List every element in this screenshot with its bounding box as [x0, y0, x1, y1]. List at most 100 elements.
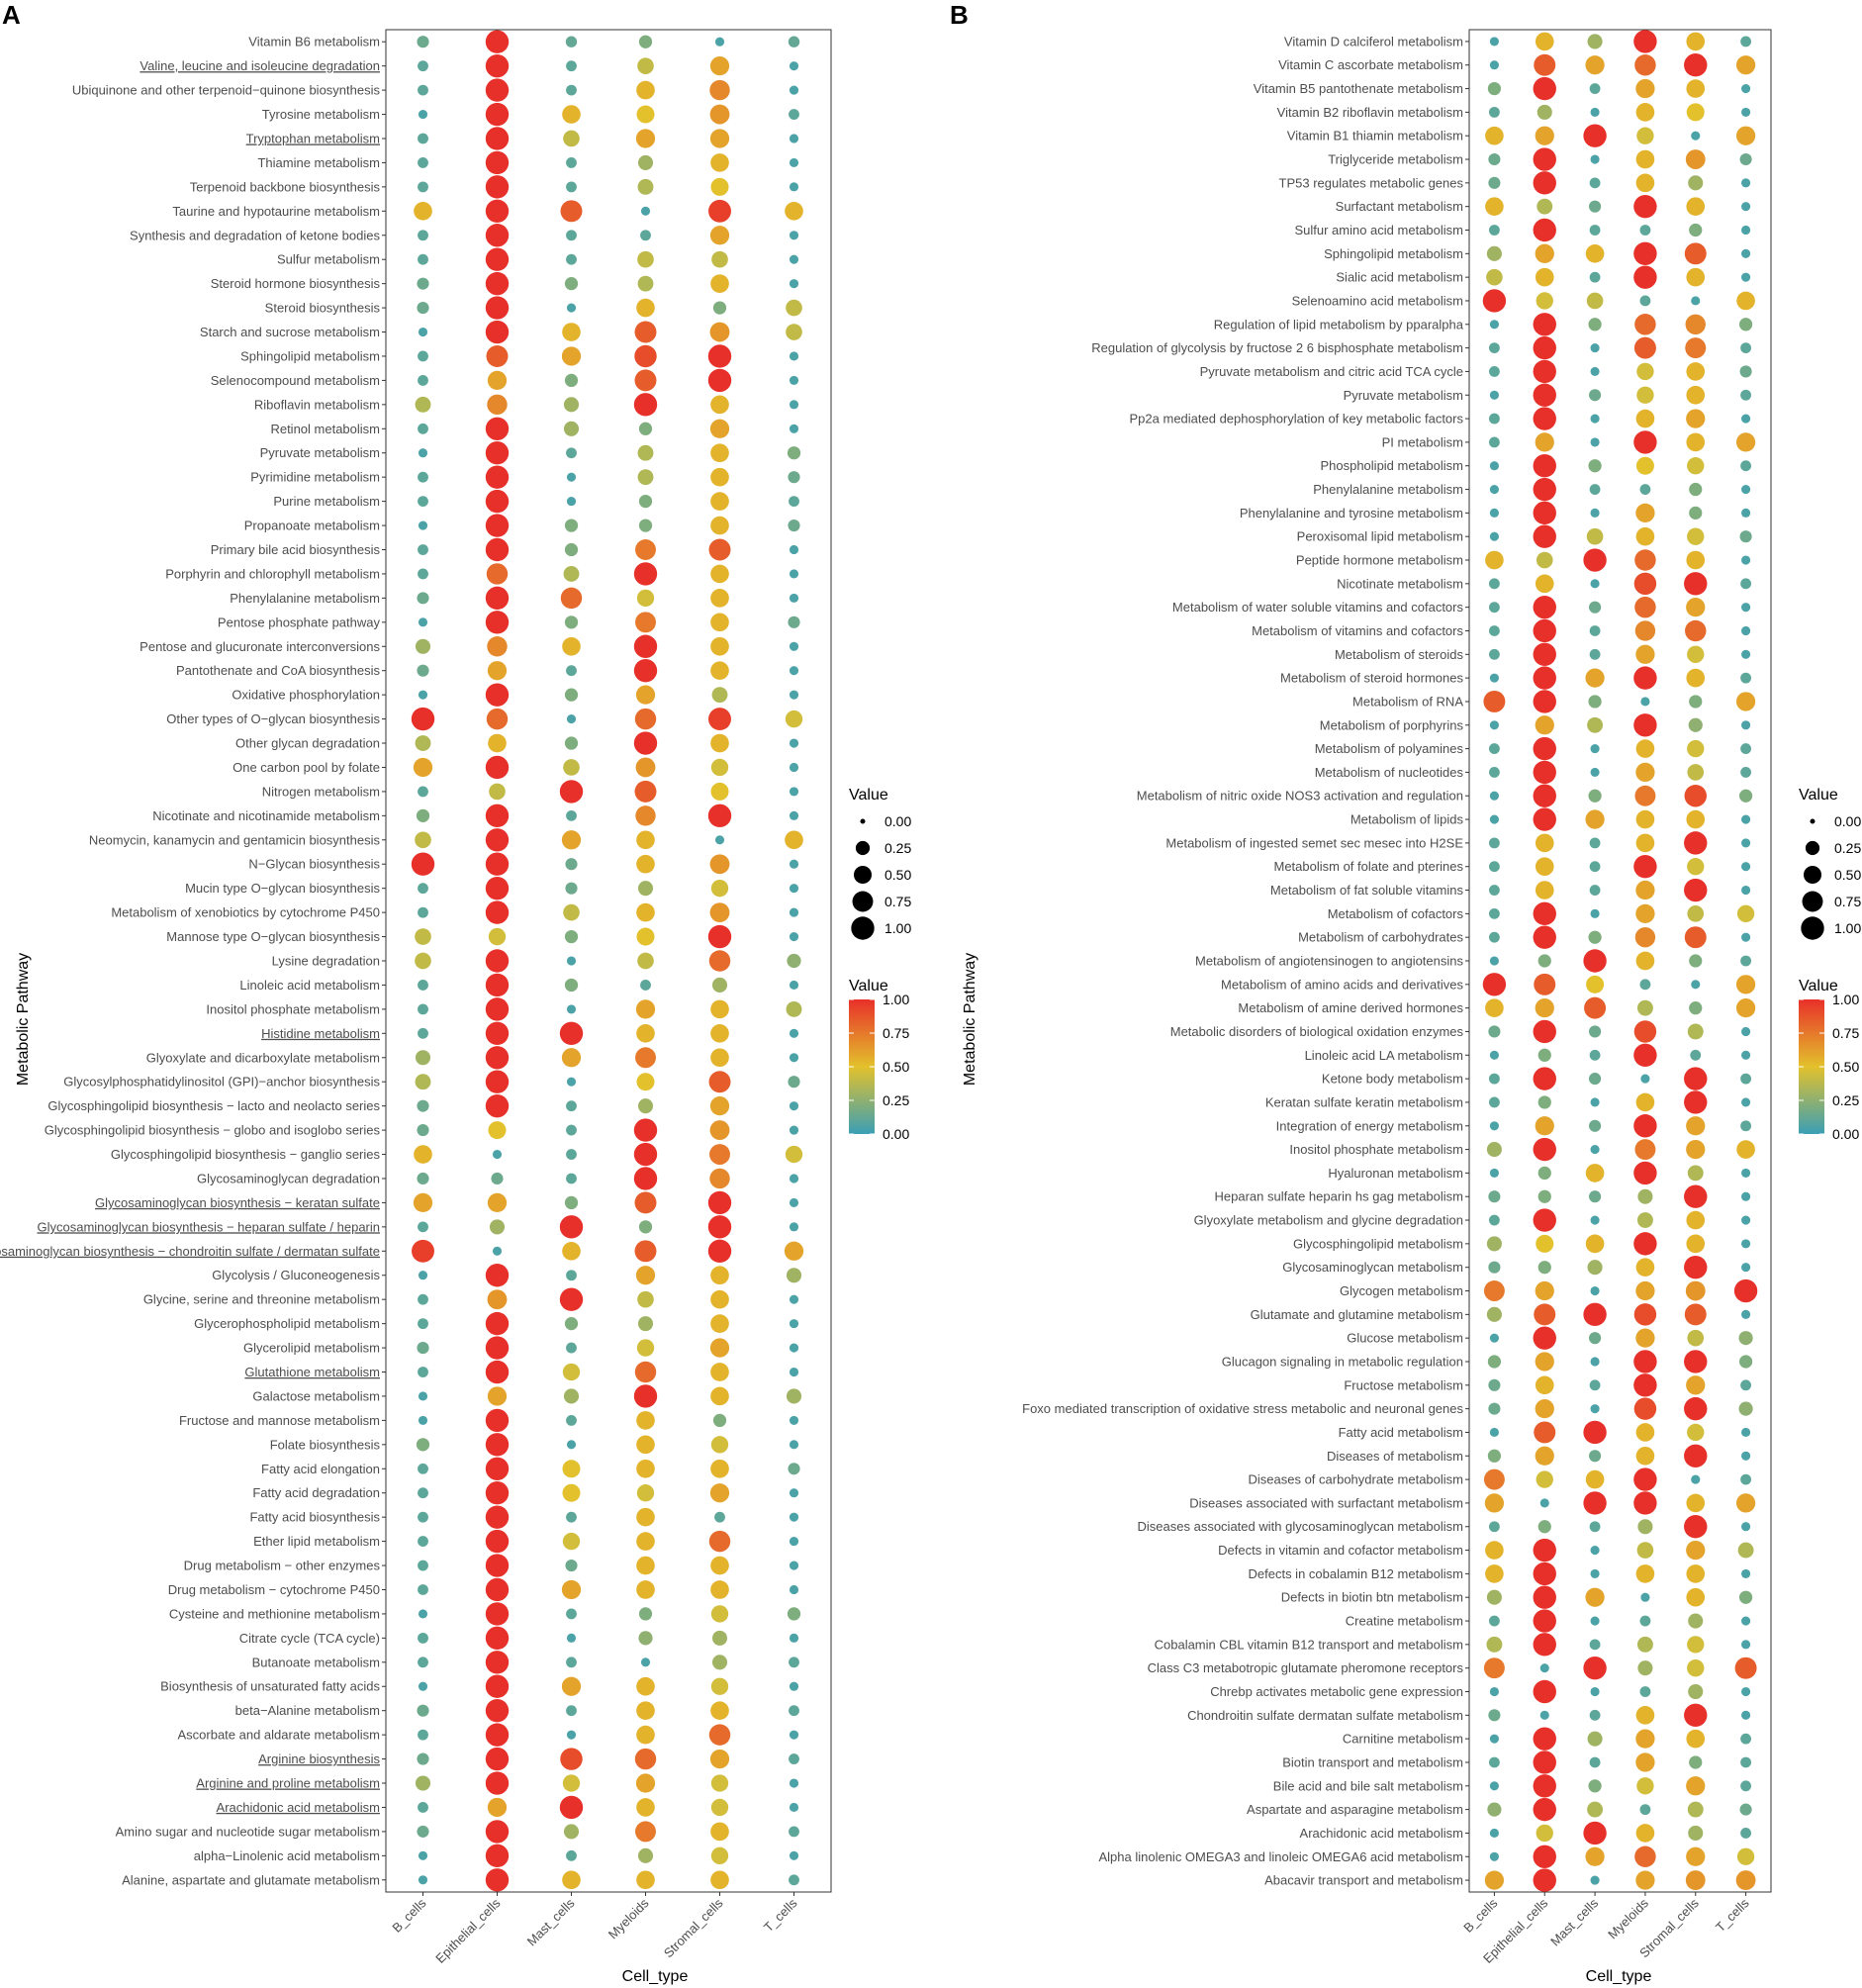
- dot-arachidonic-acid-metabolism-epithelial-cells: [1536, 1824, 1553, 1843]
- dot-aspartate-and-asparagine-metabolism-myeloids: [1639, 1804, 1651, 1816]
- dot-regulation-of-glycolysis-by-fructose-2-6-bisphosphate-metabolism-myeloids: [1633, 336, 1656, 359]
- dot-metabolism-of-fat-soluble-vitamins-mast-cells: [1589, 885, 1601, 896]
- dot-glyoxylate-metabolism-and-glycine-degradation-myeloids: [1636, 1212, 1653, 1228]
- dot-lysine-degradation-myeloids: [637, 952, 654, 970]
- dot-defects-in-biotin-btn-metabolism-stromal-cells: [1686, 1587, 1706, 1607]
- dot-metabolic-disorders-of-biological-oxidation-enzymes-epithelial-cells: [1533, 1019, 1556, 1044]
- dot-hyaluronan-metabolism-t-cells: [1741, 1168, 1751, 1178]
- dot-glyoxylate-and-dicarboxylate-metabolism-myeloids: [635, 1047, 656, 1069]
- dot-drug-metabolism-cytochrome-p450-myeloids: [636, 1580, 655, 1599]
- dot-primary-bile-acid-biosynthesis-b-cells: [418, 544, 428, 555]
- y-tick-label-diseases-associated-with-surfactant-metabolism: Diseases associated with surfactant meta…: [1189, 1495, 1463, 1510]
- dot-metabolism-of-amino-acids-and-derivatives-b-cells: [1482, 973, 1507, 996]
- y-tick-label-glycine-serine-and-threonine-metabolism: Glycine, serine and threonine metabolism: [143, 1292, 380, 1307]
- dot-glycosaminoglycan-degradation-t-cells: [789, 1174, 799, 1183]
- dot-keratan-sulfate-keratin-metabolism-b-cells: [1489, 1096, 1500, 1108]
- panel-b-y-axis-title: Metabolic Pathway: [962, 953, 978, 1086]
- dot-steroid-hormone-biosynthesis-mast-cells: [564, 277, 579, 291]
- dot-glycogen-metabolism-epithelial-cells: [1535, 1280, 1554, 1301]
- dot-diseases-associated-with-surfactant-metabolism-epithelial-cells: [1539, 1498, 1549, 1508]
- dot-arginine-and-proline-metabolism-epithelial-cells: [485, 1771, 510, 1795]
- dot-glycosaminoglycan-biosynthesis-chondroitin-sulfate-dermatan-sulfate-myeloids: [634, 1240, 657, 1263]
- dot-glycosphingolipid-biosynthesis-lacto-and-neolacto-series-epithelial-cells: [485, 1093, 510, 1118]
- dot-sphingolipid-metabolism-epithelial-cells: [1535, 243, 1554, 263]
- dot-pentose-phosphate-pathway-b-cells: [418, 617, 428, 627]
- y-tick-label-heparan-sulfate-heparin-hs-gag-metabolism: Heparan sulfate heparin hs gag metabolis…: [1215, 1189, 1463, 1204]
- y-tick-label-ether-lipid-metabolism: Ether lipid metabolism: [253, 1534, 380, 1549]
- y-tick-label-tryptophan-metabolism: Tryptophan metabolism: [246, 131, 380, 145]
- dot-fatty-acid-biosynthesis-stromal-cells: [714, 1511, 725, 1523]
- dot-phospholipid-metabolism-mast-cells: [1588, 459, 1602, 473]
- dot-butanoate-metabolism-t-cells: [789, 1657, 799, 1668]
- dot-metabolism-of-folate-and-pterines-t-cells: [1741, 862, 1751, 872]
- dot-glucagon-signaling-in-metabolic-regulation-stromal-cells: [1684, 1350, 1708, 1373]
- y-tick-label-glycosphingolipid-metabolism: Glycosphingolipid metabolism: [1293, 1236, 1463, 1251]
- dot-cobalamin-cbl-vitamin-b12-transport-and-metabolism-mast-cells: [1589, 1639, 1601, 1651]
- dot-ubiquinone-and-other-terpenoid-quinone-biosynthesis-epithelial-cells: [485, 78, 510, 102]
- size-legend-title-b: Value: [1799, 787, 1838, 804]
- dot-histidine-metabolism-epithelial-cells: [485, 1021, 510, 1046]
- dot-retinol-metabolism-b-cells: [418, 423, 428, 434]
- y-tick-label-one-carbon-pool-by-folate: One carbon pool by folate: [233, 760, 380, 775]
- dot-steroid-hormone-biosynthesis-epithelial-cells: [485, 271, 510, 296]
- dot-glycosphingolipid-biosynthesis-lacto-and-neolacto-series-b-cells: [417, 1099, 429, 1112]
- dot-metabolism-of-ingested-semet-sec-mesec-into-h2se-myeloids: [1635, 833, 1655, 853]
- dot-metabolism-of-fat-soluble-vitamins-stromal-cells: [1684, 878, 1708, 902]
- dot-galactose-metabolism-epithelial-cells: [487, 1386, 508, 1406]
- dot-metabolism-of-cofactors-mast-cells: [1590, 908, 1600, 918]
- dot-pantothenate-and-coa-biosynthesis-myeloids: [633, 659, 658, 683]
- y-tick-label-butanoate-metabolism: Butanoate metabolism: [252, 1655, 380, 1669]
- dot-fatty-acid-degradation-epithelial-cells: [485, 1481, 510, 1505]
- dot-fructose-metabolism-mast-cells: [1589, 1379, 1601, 1391]
- dot-pyrimidine-metabolism-b-cells: [418, 471, 428, 483]
- dot-bile-acid-and-bile-salt-metabolism-epithelial-cells: [1533, 1774, 1556, 1798]
- dot-fatty-acid-metabolism-t-cells: [1741, 1427, 1751, 1438]
- dot-nitrogen-metabolism-epithelial-cells: [489, 783, 506, 801]
- dot-citrate-cycle-tca-cycle-stromal-cells: [711, 1630, 728, 1646]
- dot-triglyceride-metabolism-stromal-cells: [1685, 149, 1706, 169]
- dot-metabolism-of-carbohydrates-myeloids: [1634, 926, 1656, 948]
- dot-diseases-of-metabolism-t-cells: [1741, 1451, 1751, 1461]
- dot-neomycin-kanamycin-and-gentamicin-biosynthesis-epithelial-cells: [485, 828, 510, 852]
- dot-pyrimidine-metabolism-mast-cells: [566, 472, 577, 482]
- dot-amino-sugar-and-nucleotide-sugar-metabolism-epithelial-cells: [485, 1820, 510, 1844]
- dot-glycosaminoglycan-biosynthesis-keratan-sulfate-myeloids: [634, 1191, 657, 1214]
- dot-riboflavin-metabolism-b-cells: [415, 396, 431, 413]
- dot-nicotinate-and-nicotinamide-metabolism-t-cells: [789, 810, 799, 820]
- dot-sphingolipid-metabolism-t-cells: [789, 351, 799, 361]
- dot-glutamate-and-glutamine-metabolism-b-cells: [1486, 1306, 1502, 1322]
- dot-metabolism-of-polyamines-myeloids: [1635, 739, 1655, 758]
- dot-glyoxylate-and-dicarboxylate-metabolism-t-cells: [789, 1053, 799, 1063]
- dot-fatty-acid-degradation-mast-cells: [562, 1483, 581, 1502]
- dot-drug-metabolism-cytochrome-p450-mast-cells: [561, 1579, 582, 1600]
- dot-inositol-phosphate-metabolism-b-cells: [418, 1003, 428, 1015]
- dot-integration-of-energy-metabolism-mast-cells: [1589, 1119, 1602, 1132]
- y-tick-label-terpenoid-backbone-biosynthesis: Terpenoid backbone biosynthesis: [190, 179, 381, 194]
- dot-peptide-hormone-metabolism-myeloids: [1634, 549, 1656, 571]
- dot-fructose-metabolism-myeloids: [1633, 1373, 1657, 1397]
- dot-pantothenate-and-coa-biosynthesis-stromal-cells: [710, 661, 729, 681]
- dot-aspartate-and-asparagine-metabolism-t-cells: [1739, 1803, 1752, 1816]
- dot-drug-metabolism-other-enzymes-t-cells: [789, 1561, 799, 1570]
- dot-peptide-hormone-metabolism-mast-cells: [1583, 548, 1607, 572]
- dot-arachidonic-acid-metabolism-b-cells: [418, 1802, 428, 1813]
- y-tick-label-metabolism-of-lipids: Metabolism of lipids: [1350, 812, 1464, 827]
- dot-pi-metabolism-t-cells: [1735, 432, 1756, 452]
- size-legend-label-a: 0.00: [884, 813, 911, 829]
- dot-glyoxylate-and-dicarboxylate-metabolism-stromal-cells: [710, 1048, 729, 1068]
- dot-fatty-acid-elongation-epithelial-cells: [485, 1457, 510, 1480]
- dot-metabolism-of-nucleotides-stromal-cells: [1687, 764, 1705, 781]
- dot-other-glycan-degradation-t-cells: [789, 738, 799, 748]
- dot-alpha-linolenic-omega3-and-linoleic-omega6-acid-metabolism-myeloids: [1634, 1846, 1656, 1867]
- dot-glycosaminoglycan-biosynthesis-heparan-sulfate-heparin-t-cells: [789, 1222, 799, 1232]
- dot-defects-in-vitamin-and-cofactor-metabolism-epithelial-cells: [1533, 1538, 1556, 1562]
- dot-fructose-and-mannose-metabolism-t-cells: [789, 1415, 799, 1425]
- dot-selenocompound-metabolism-t-cells: [789, 375, 799, 385]
- dot-fructose-and-mannose-metabolism-stromal-cells: [712, 1413, 727, 1427]
- dot-sulfur-metabolism-t-cells: [789, 254, 799, 264]
- dot-selenocompound-metabolism-myeloids: [634, 369, 657, 392]
- y-tick-label-retinol-metabolism: Retinol metabolism: [270, 422, 380, 436]
- dot-ubiquinone-and-other-terpenoid-quinone-biosynthesis-b-cells: [418, 84, 428, 96]
- dot-fatty-acid-metabolism-epithelial-cells: [1534, 1421, 1556, 1444]
- dot-nicotinate-and-nicotinamide-metabolism-epithelial-cells: [485, 804, 510, 828]
